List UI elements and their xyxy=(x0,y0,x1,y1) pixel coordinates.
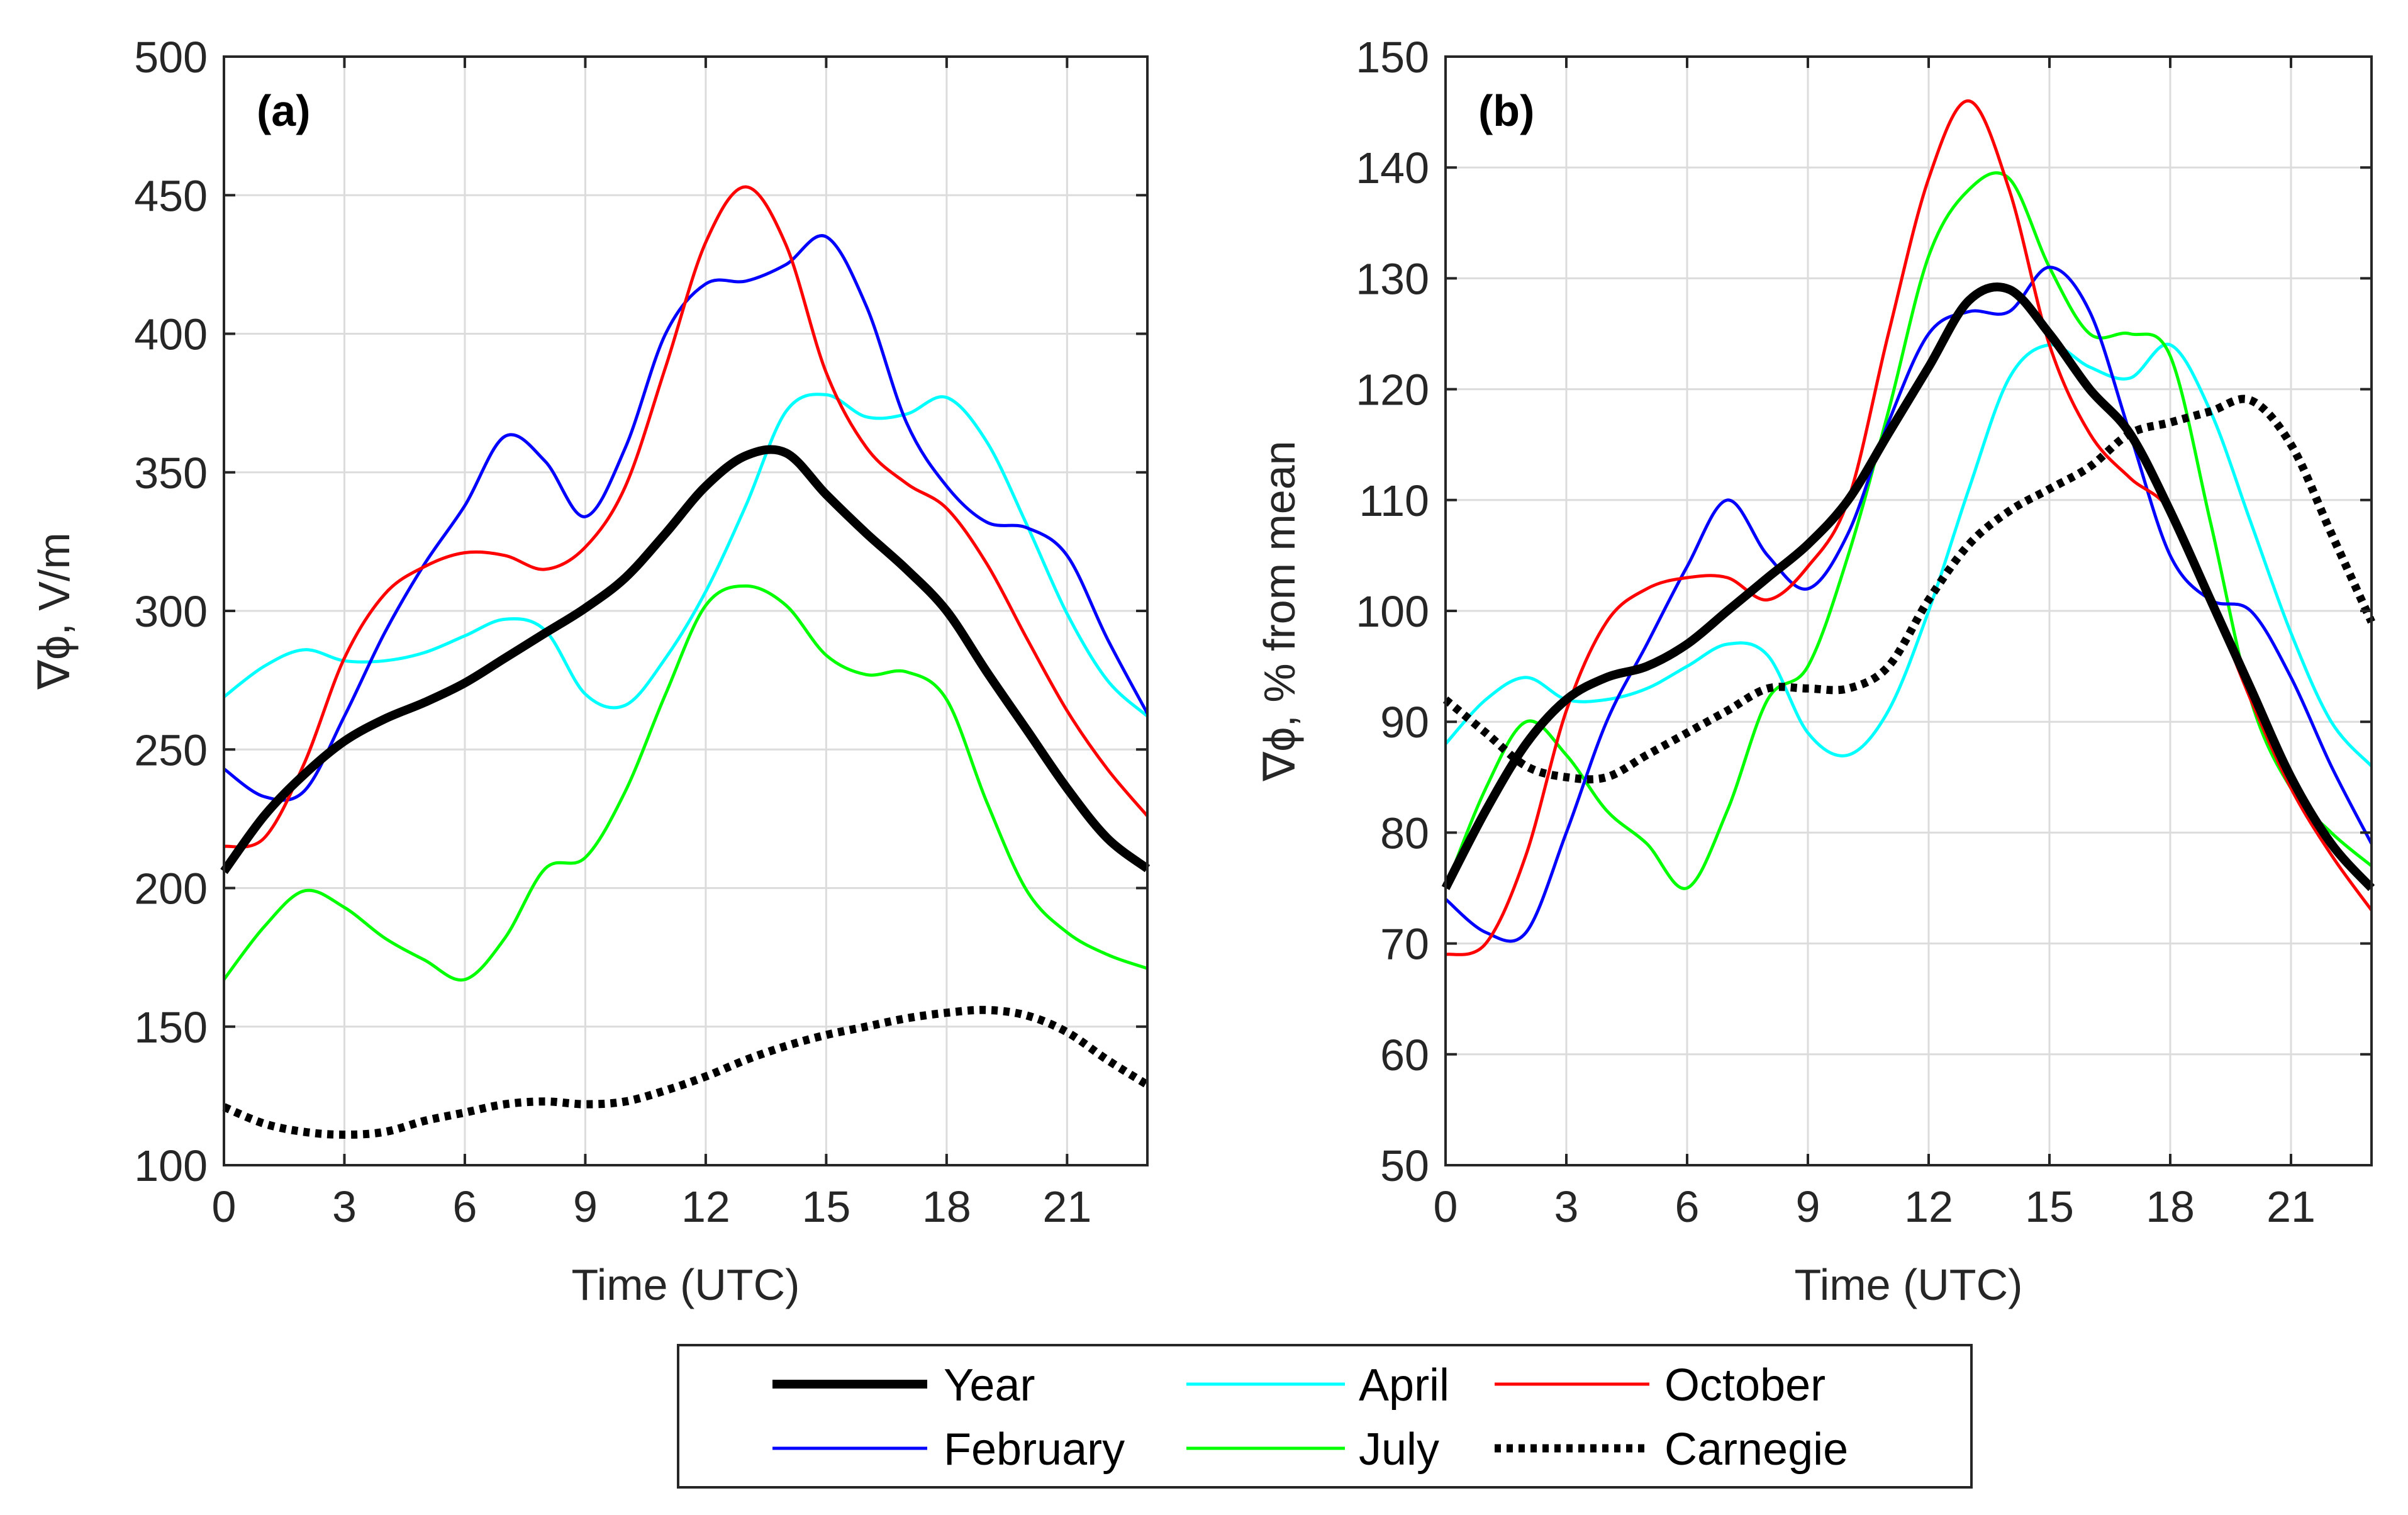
x-tick-label-a-6: 6 xyxy=(452,1182,477,1231)
x-tick-label-a-15: 15 xyxy=(801,1182,850,1231)
series-line-b-february xyxy=(1444,266,2373,943)
x-tick-label-a-0: 0 xyxy=(212,1182,237,1231)
x-tick-label-a-3: 3 xyxy=(332,1182,357,1231)
series-line-b-carnegie xyxy=(1442,394,2375,784)
x-tick-label-a-18: 18 xyxy=(922,1182,971,1231)
panel-label-a: (a) xyxy=(257,86,311,135)
series-line-a-october xyxy=(223,185,1149,849)
y-tick-label-a-350: 350 xyxy=(134,449,208,498)
series-line-a-april xyxy=(223,393,1149,718)
x-tick-label-b-6: 6 xyxy=(1675,1182,1700,1231)
y-tick-label-a-400: 400 xyxy=(134,310,208,359)
x-tick-label-b-21: 21 xyxy=(2266,1182,2316,1231)
series-line-b-year xyxy=(1441,282,2375,892)
series-line-b-october xyxy=(1445,99,2373,956)
legend-label-april: April xyxy=(1359,1360,1449,1411)
y-tick-label-b-80: 80 xyxy=(1380,808,1429,858)
y-tick-label-b-50: 50 xyxy=(1380,1141,1429,1190)
y-tick-label-b-100: 100 xyxy=(1356,587,1429,636)
legend: Year April October February July Carnegie xyxy=(677,1344,1973,1489)
series-line-a-year xyxy=(220,445,1151,875)
y-tick-label-b-70: 70 xyxy=(1380,920,1429,969)
y-tick-label-b-140: 140 xyxy=(1356,143,1429,193)
x-tick-label-b-18: 18 xyxy=(2146,1182,2195,1231)
y-tick-label-a-150: 150 xyxy=(134,1003,208,1052)
legend-label-october: October xyxy=(1664,1360,1826,1411)
y-tick-label-a-250: 250 xyxy=(134,725,208,774)
x-tick-label-b-15: 15 xyxy=(2025,1182,2074,1231)
x-tick-label-a-21: 21 xyxy=(1042,1182,1091,1231)
y-tick-label-b-60: 60 xyxy=(1380,1031,1429,1080)
x-tick-label-a-9: 9 xyxy=(573,1182,598,1231)
legend-label-july: July xyxy=(1359,1424,1439,1475)
x-tick-label-a-12: 12 xyxy=(681,1182,730,1231)
legend-label-year: Year xyxy=(944,1360,1035,1411)
y-tick-label-b-90: 90 xyxy=(1380,698,1429,747)
y-tick-label-a-300: 300 xyxy=(134,587,208,636)
y-tick-label-a-500: 500 xyxy=(134,33,208,82)
y-tick-label-b-150: 150 xyxy=(1356,33,1429,82)
x-tick-label-b-12: 12 xyxy=(1904,1182,1953,1231)
series-line-b-july xyxy=(1444,171,2373,890)
x-tick-label-b-9: 9 xyxy=(1796,1182,1820,1231)
legend-label-february: February xyxy=(944,1424,1125,1475)
series-line-a-carnegie xyxy=(222,1005,1150,1139)
series-line-a-july xyxy=(223,584,1148,982)
x-axis-label-a: Time (UTC) xyxy=(572,1260,800,1309)
x-tick-label-b-3: 3 xyxy=(1554,1182,1579,1231)
y-tick-label-b-120: 120 xyxy=(1356,366,1429,415)
series-line-a-february xyxy=(223,234,1149,802)
y-axis-label-b: ∇ϕ, % from mean xyxy=(1255,440,1304,781)
y-tick-label-b-110: 110 xyxy=(1359,476,1429,525)
x-tick-label-b-0: 0 xyxy=(1434,1182,1458,1231)
y-axis-label-a: ∇ϕ, V/m xyxy=(30,532,79,690)
y-tick-label-a-450: 450 xyxy=(134,171,208,220)
chart-panel-a: 0 3 6 9 12 15 18 21 100 150 200 250 300 350 400 450 500 T… xyxy=(30,33,1151,1309)
legend-frame xyxy=(677,1344,1973,1489)
y-tick-label-b-130: 130 xyxy=(1356,254,1429,303)
y-tick-label-a-200: 200 xyxy=(134,864,208,914)
legend-label-carnegie: Carnegie xyxy=(1664,1424,1848,1475)
y-tick-label-a-100: 100 xyxy=(134,1141,208,1190)
chart-panel-b: 0 3 6 9 12 15 18 21 50 60 70 80 90 100 110 120 130 140 150… xyxy=(1255,33,2375,1309)
x-axis-label-b: Time (UTC) xyxy=(1795,1260,2023,1309)
panel-label-b: (b) xyxy=(1478,86,1534,135)
